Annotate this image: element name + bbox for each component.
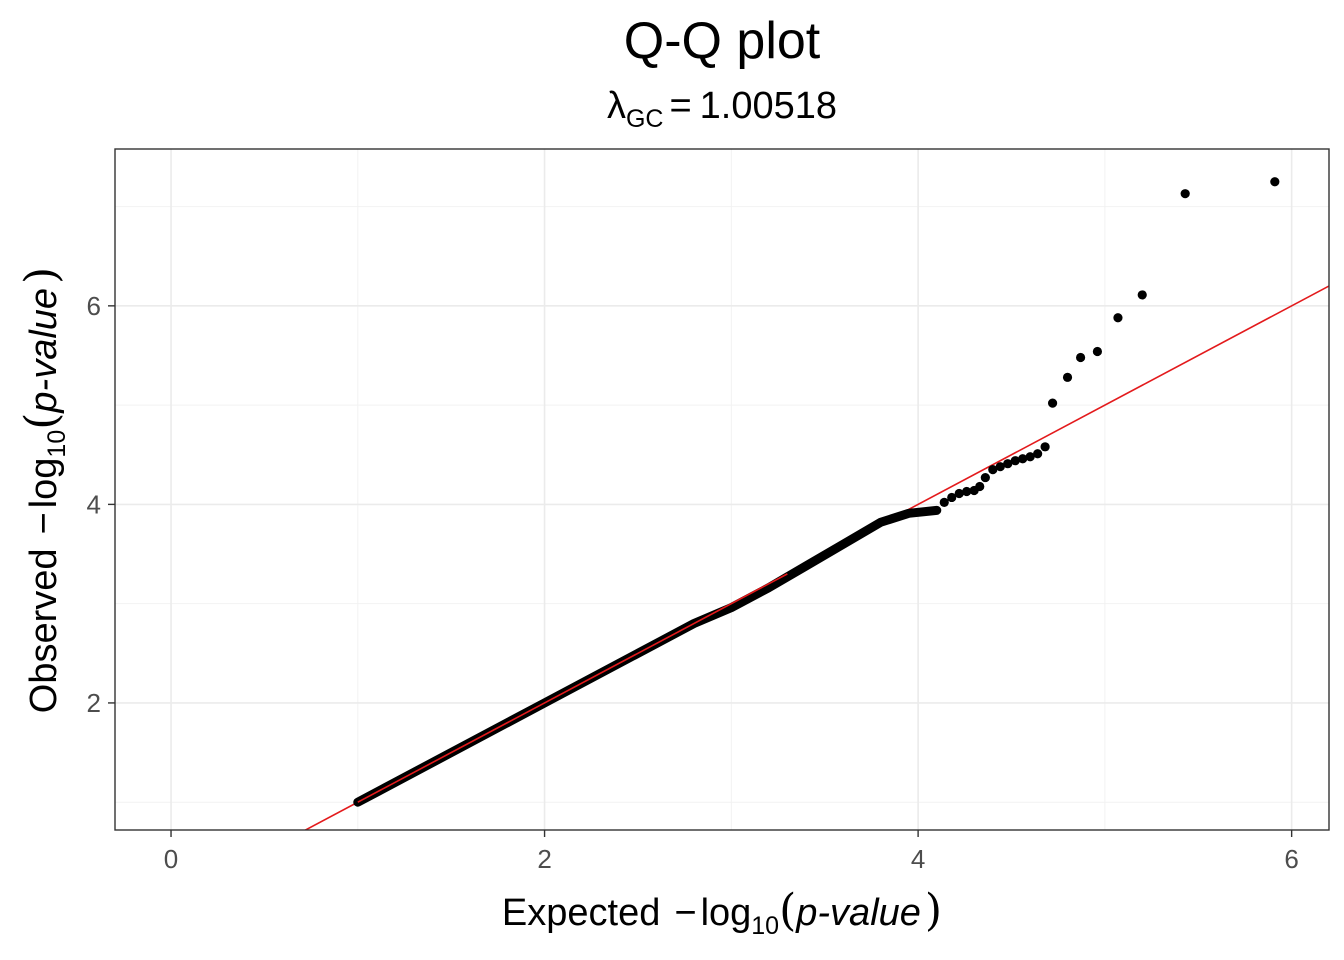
y-axis-title: Observed − log10(p-value) xyxy=(16,267,71,713)
y-tick-label: 4 xyxy=(87,489,101,519)
plot-panel xyxy=(114,148,1330,831)
data-point xyxy=(1092,346,1103,357)
x-axis-ticks: 0 2 4 6 xyxy=(164,830,1299,874)
reference-line-overlay xyxy=(357,573,788,803)
data-point xyxy=(1270,177,1280,187)
y-title-log: log xyxy=(23,458,65,509)
x-title-base: 10 xyxy=(751,912,779,940)
lambda-symbol: λ xyxy=(607,85,626,127)
x-title-open-paren: ( xyxy=(779,885,796,936)
data-point xyxy=(1180,189,1190,199)
x-tick-label: 2 xyxy=(537,844,551,874)
lambda-subscript: GC xyxy=(626,105,664,133)
y-title-prefix: Observed xyxy=(23,548,65,713)
data-point xyxy=(954,488,964,499)
panel-border xyxy=(114,148,1330,831)
data-point xyxy=(1113,313,1123,323)
x-title-prefix: Expected xyxy=(502,892,660,934)
x-title-minus: − xyxy=(674,892,696,934)
panel-background xyxy=(115,149,1329,830)
major-gridlines xyxy=(115,149,1329,830)
data-point xyxy=(1062,372,1073,382)
y-tick-label: 6 xyxy=(87,291,101,321)
data-points xyxy=(939,177,1280,508)
data-point xyxy=(980,472,990,483)
minor-gridlines xyxy=(115,149,1329,830)
y-title-close-paren: ) xyxy=(16,267,67,284)
data-point xyxy=(1025,452,1035,462)
x-tick-label: 4 xyxy=(911,844,925,874)
data-point xyxy=(988,465,998,475)
y-title-open-paren: ( xyxy=(16,413,67,430)
x-title-close-paren: ) xyxy=(925,885,942,936)
data-point xyxy=(947,492,957,503)
y-title-minus: − xyxy=(23,512,65,534)
data-point xyxy=(1018,454,1028,464)
data-point xyxy=(975,481,985,492)
x-tick-label: 6 xyxy=(1284,844,1298,874)
y-title-arg: p-value xyxy=(23,288,65,414)
data-point xyxy=(1137,290,1147,300)
lambda-value: 1.00518 xyxy=(700,85,837,127)
equals-sign: = xyxy=(669,85,691,127)
data-point xyxy=(995,462,1005,472)
y-tick-label: 2 xyxy=(87,688,101,718)
x-title-arg: p-value xyxy=(795,892,921,934)
y-title-base: 10 xyxy=(43,430,71,458)
data-point xyxy=(939,497,949,508)
x-axis-title: Expected − log10(p-value) xyxy=(502,885,942,940)
data-point xyxy=(1040,442,1050,452)
data-point xyxy=(962,486,972,497)
data-point xyxy=(1047,398,1058,408)
data-point xyxy=(1010,456,1020,466)
data-point xyxy=(1003,459,1013,469)
data-point xyxy=(1033,449,1043,459)
chart-subtitle: λGC = 1.00518 xyxy=(607,85,837,133)
x-tick-label: 0 xyxy=(164,844,178,874)
chart-title: Q-Q plot xyxy=(624,12,821,70)
y-axis-ticks: 2 4 6 xyxy=(87,291,115,718)
data-point xyxy=(1075,352,1086,363)
x-title-log: log xyxy=(701,892,752,934)
